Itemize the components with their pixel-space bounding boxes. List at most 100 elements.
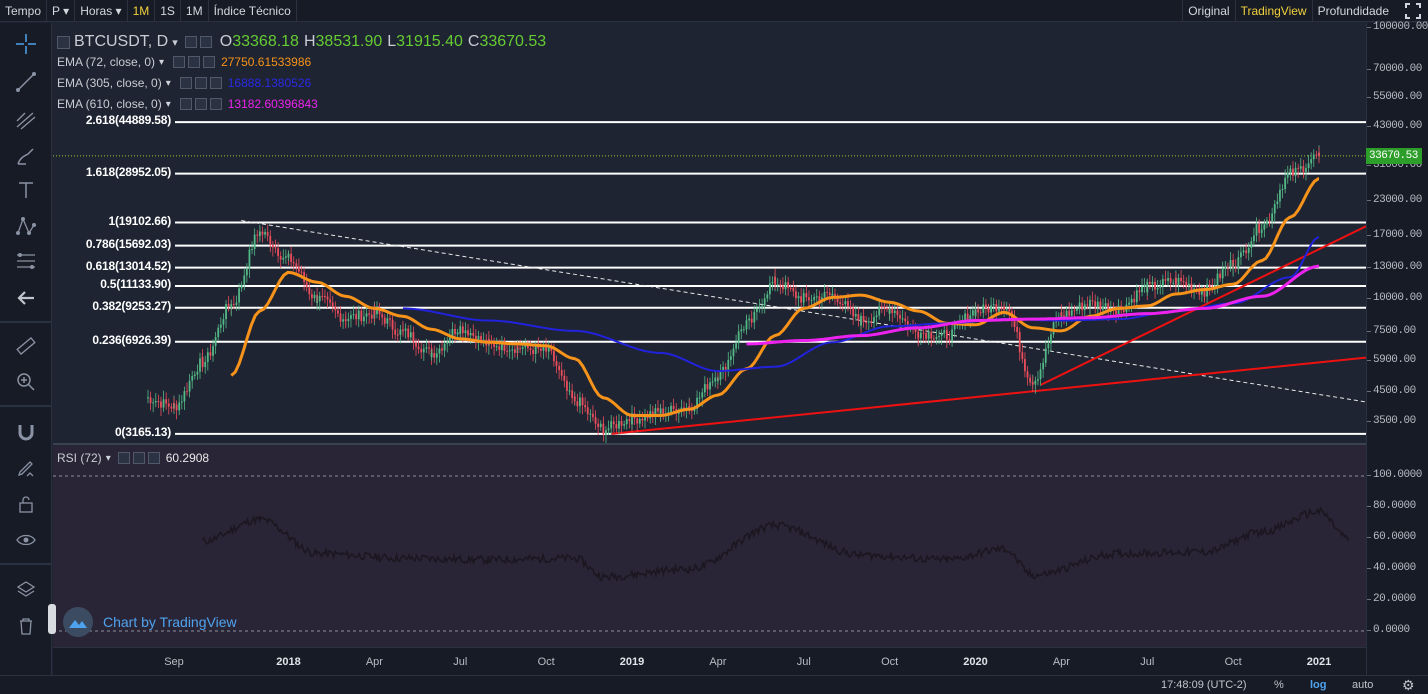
percent-toggle[interactable]: % — [1274, 679, 1284, 691]
fib-retracement-icon[interactable] — [13, 249, 39, 275]
eye-icon[interactable] — [179, 77, 192, 89]
layers-icon[interactable] — [13, 577, 39, 603]
chevron-down-icon[interactable]: ▾ — [165, 77, 171, 89]
price-pane[interactable] — [53, 23, 1366, 444]
rsi-name[interactable]: RSI (72) — [57, 451, 102, 465]
settings-gear-icon[interactable]: ⚙ — [1402, 677, 1415, 693]
collapse-icon[interactable] — [57, 35, 70, 49]
close-icon[interactable] — [209, 98, 222, 110]
candle-body — [1224, 266, 1227, 269]
gear-icon[interactable] — [188, 56, 201, 68]
magnet-icon[interactable] — [13, 419, 39, 445]
time-axis[interactable]: Sep 2018 Apr Jul Oct 2019 Apr Jul Oct 2020 Apr Jul O… — [53, 647, 1366, 675]
price-axis-label: 17000.00 — [1367, 229, 1422, 242]
chart-style-tradingview[interactable]: TradingView — [1240, 4, 1307, 18]
fib-level-label[interactable]: 0.5(11133.90) — [100, 276, 171, 291]
fib-level-label[interactable]: 1.618(28952.05) — [85, 164, 171, 179]
toolbar-button-2[interactable]: Horas ▾ — [80, 3, 122, 18]
candle-body — [214, 337, 217, 347]
ema610-name[interactable]: EMA (610, close, 0) — [57, 97, 162, 111]
fib-level-label[interactable]: 0(3165.13) — [114, 424, 171, 439]
text-icon[interactable] — [13, 177, 39, 203]
gear-icon[interactable] — [194, 98, 207, 110]
price-axis[interactable]: 100000.00 70000.00 55000.00 43000.00 31000.0… — [1366, 21, 1428, 675]
candle-body — [180, 401, 183, 403]
ema305-name[interactable]: EMA (305, close, 0) — [57, 76, 162, 90]
bottom-bar: 17:48:09 (UTC-2) % log auto ⚙ — [0, 675, 1428, 694]
fib-level-label[interactable]: 0.236(6926.39) — [92, 332, 171, 347]
chevron-down-icon[interactable]: ▾ — [159, 56, 165, 68]
zoom-icon[interactable] — [13, 369, 39, 395]
clock-label[interactable]: 17:48:09 (UTC-2) — [1161, 679, 1247, 691]
fib-level-label[interactable]: 2.618(44889.58) — [85, 113, 171, 128]
tradingview-watermark[interactable]: Chart by TradingView — [63, 605, 243, 639]
gear-icon[interactable] — [194, 77, 207, 89]
chevron-down-icon[interactable]: ▾ — [165, 98, 171, 110]
chart-area[interactable]: BTCUSDT, D ▾ O 33368.18 H 38531.90 L 31915.… — [53, 23, 1366, 647]
eye-icon[interactable] — [117, 452, 130, 464]
rsi-pane[interactable] — [53, 445, 1366, 647]
candle-body — [969, 315, 972, 322]
toolbar-button-1[interactable]: P ▾ — [52, 3, 70, 18]
close-icon[interactable] — [203, 56, 216, 68]
price-axis-label: 55000.00 — [1367, 91, 1422, 104]
candle-body — [383, 317, 386, 324]
toolbar-button-6[interactable]: Índice Técnico — [213, 3, 291, 18]
candle-body — [433, 352, 436, 358]
fullscreen-icon[interactable] — [1398, 0, 1428, 22]
ema72-name[interactable]: EMA (72, close, 0) — [57, 55, 156, 69]
trash-icon[interactable] — [13, 613, 39, 639]
eye-icon[interactable] — [13, 527, 39, 553]
candle-body — [865, 322, 868, 324]
close-icon[interactable] — [209, 77, 222, 89]
eye-icon[interactable] — [173, 56, 186, 68]
chart-style-profundidade[interactable]: Profundidade — [1317, 4, 1389, 18]
pitchfork-icon[interactable] — [13, 107, 39, 133]
gear-icon[interactable] — [132, 452, 145, 464]
lock-icon[interactable] — [13, 491, 39, 517]
candle-body — [789, 287, 792, 289]
candle-body — [651, 411, 654, 416]
eye-icon[interactable] — [179, 98, 192, 110]
candle-body — [693, 408, 696, 412]
fib-level-label[interactable]: 0.382(9253.27) — [92, 298, 171, 313]
fib-level-label[interactable]: 0.786(15692.03) — [85, 236, 171, 251]
fib-level-label[interactable]: 0.618(13014.52) — [85, 258, 171, 273]
pane-divider[interactable] — [53, 443, 1366, 445]
ruler-icon[interactable] — [13, 333, 39, 359]
draw-mode-icon[interactable] — [13, 455, 39, 481]
candle-body — [714, 377, 717, 382]
candle-body — [469, 332, 472, 336]
candle-body — [657, 408, 659, 412]
pattern-icon[interactable] — [13, 213, 39, 239]
chevron-down-icon[interactable]: ▾ — [172, 36, 178, 49]
fib-level-label[interactable]: 1(19102.66) — [108, 213, 171, 228]
toolbar-button-0[interactable]: Tempo — [5, 3, 42, 18]
toolbar-divider — [0, 563, 52, 565]
toolbar-button-5[interactable]: 1M — [185, 3, 203, 18]
log-toggle[interactable]: log — [1310, 679, 1327, 691]
auto-toggle[interactable]: auto — [1352, 679, 1374, 691]
candle-body — [1018, 331, 1021, 353]
trendline-icon[interactable] — [13, 69, 39, 95]
brush-icon[interactable] — [13, 143, 39, 169]
crosshair-icon[interactable] — [13, 31, 39, 57]
toolbar-separator — [179, 0, 181, 22]
candle-body — [769, 283, 771, 295]
settings-icon[interactable] — [184, 36, 197, 48]
chart-style-original[interactable]: Original — [1188, 4, 1230, 18]
high-label: H — [303, 33, 316, 50]
candle-body — [1133, 298, 1136, 303]
symbol-label[interactable]: BTCUSDT, D — [74, 33, 169, 50]
toolbar-button-3[interactable]: 1M — [132, 3, 150, 18]
candle-body — [188, 380, 191, 392]
back-arrow-icon[interactable] — [13, 285, 39, 311]
toolbar-button-4[interactable]: 1S — [160, 3, 175, 18]
candle-body — [1052, 322, 1055, 335]
gear-icon[interactable] — [199, 36, 212, 48]
candle-body — [628, 419, 631, 422]
chevron-down-icon[interactable]: ▾ — [105, 452, 111, 464]
sidebar-collapse-handle[interactable] — [48, 604, 56, 634]
close-icon[interactable] — [147, 452, 160, 464]
rsi-axis-label: 60.0000 — [1367, 531, 1416, 543]
